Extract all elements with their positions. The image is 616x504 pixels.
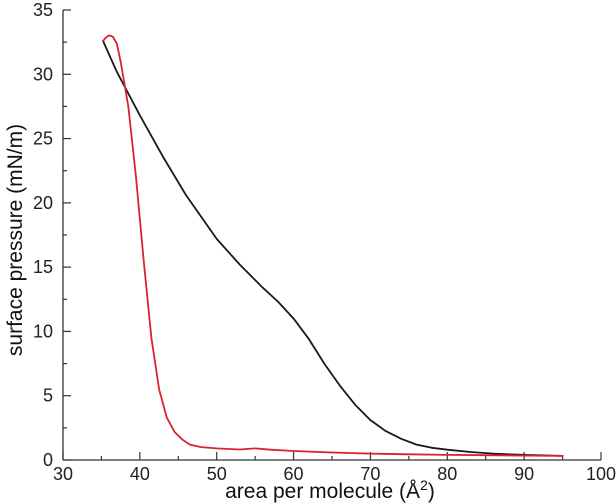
- x-tick-label: 100: [586, 464, 616, 484]
- x-tick-label: 30: [53, 464, 73, 484]
- x-axis-title-superscript: 2: [420, 477, 428, 493]
- y-tick-label: 0: [43, 450, 53, 470]
- series-line-red: [102, 34, 564, 457]
- y-tick-label: 15: [33, 257, 53, 277]
- series-layer: [102, 34, 564, 457]
- x-tick-label: 50: [207, 464, 227, 484]
- x-tick-label: 60: [284, 464, 304, 484]
- x-tick-label: 80: [437, 464, 457, 484]
- y-tick-label: 20: [33, 193, 53, 213]
- x-tick-label: 40: [130, 464, 150, 484]
- y-tick-label: 5: [43, 386, 53, 406]
- y-tick-label: 25: [33, 129, 53, 149]
- ticks: 30 40 50 60 70 80 90 100 0 5 10 15 20 25 30 35: [33, 0, 616, 484]
- series-line-black: [102, 40, 564, 457]
- y-axis-title: surface pressure (mN/m): [4, 124, 27, 356]
- x-tick-label: 90: [514, 464, 534, 484]
- x-axis-title-main: area per molecule (Å: [225, 480, 420, 503]
- x-tick-label: 70: [360, 464, 380, 484]
- x-axis-title-tail: ): [428, 480, 435, 503]
- y-tick-label: 10: [33, 321, 53, 341]
- y-tick-label: 30: [33, 64, 53, 84]
- y-tick-label: 35: [33, 0, 53, 20]
- axes: [62, 10, 601, 461]
- x-axis-title: area per molecule (Å2): [225, 477, 435, 503]
